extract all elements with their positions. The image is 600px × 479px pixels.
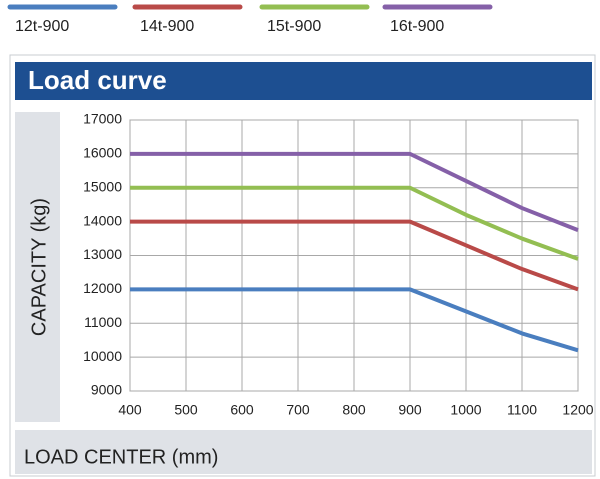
y-tick-label: 15000 [83,178,122,194]
x-tick-label: 1200 [562,402,593,418]
x-tick-label: 800 [342,402,366,418]
x-tick-label: 700 [286,402,310,418]
series-line [130,151,579,232]
y-tick-label: 17000 [83,111,122,127]
x-tick-label: 500 [174,402,198,418]
y-tick-label: 13000 [83,246,122,262]
y-axis-label: CAPACITY (kg) [28,198,50,336]
x-tick-label: 1100 [507,402,537,418]
legend-label: 14t-900 [140,18,194,35]
chart-title: Load curve [28,65,167,95]
y-tick-label: 9000 [91,382,122,398]
legend-label: 12t-900 [15,18,69,35]
series-line [130,287,579,353]
x-tick-label: 400 [118,402,142,418]
x-label-panel [15,430,592,474]
series-line [130,219,579,292]
header-bar [15,62,592,100]
x-tick-label: 600 [230,402,254,418]
y-tick-label: 10000 [83,348,122,364]
legend-label: 16t-900 [390,18,444,35]
y-tick-label: 16000 [83,145,122,161]
legend-label: 15t-900 [267,18,321,35]
y-tick-label: 12000 [83,280,122,296]
x-tick-label: 1000 [450,402,481,418]
y-label-panel [15,112,60,422]
y-tick-label: 11000 [84,314,122,330]
y-tick-label: 14000 [83,212,122,228]
x-axis-label: LOAD CENTER (mm) [24,446,218,468]
series-line [130,185,579,261]
x-tick-label: 900 [398,402,422,418]
